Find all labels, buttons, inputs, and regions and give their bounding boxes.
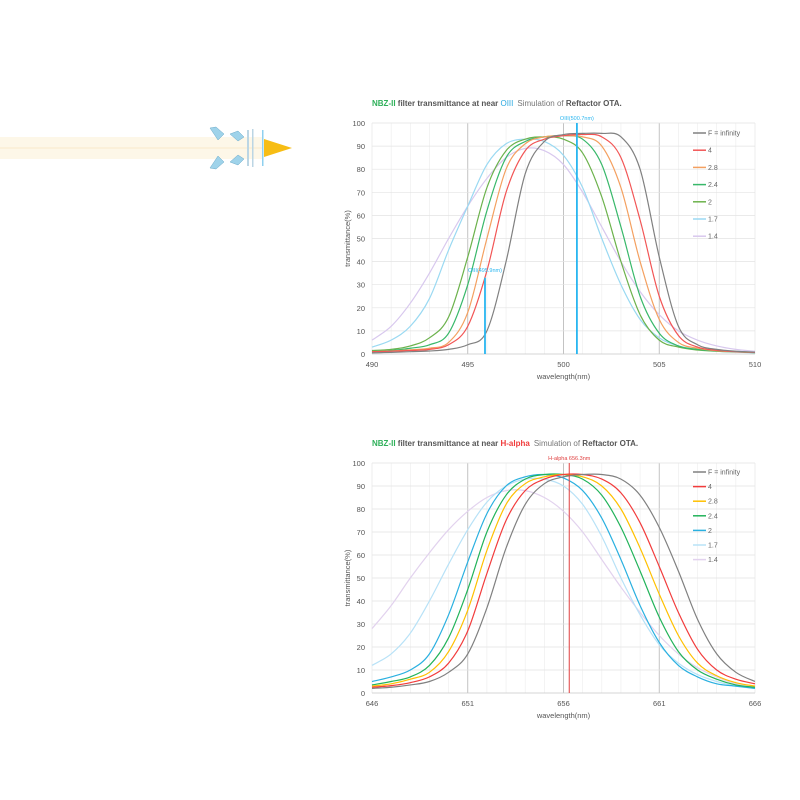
light-cone (264, 139, 292, 157)
x-tick-label: 666 (749, 699, 762, 708)
legend-label: 2.8 (708, 165, 718, 172)
y-tick-label: 70 (357, 528, 365, 537)
x-axis-label: wavelength(nm) (536, 372, 591, 381)
lens-element (252, 129, 254, 167)
series-line-F---infinity (371, 473, 756, 689)
y-tick-label: 40 (357, 597, 365, 606)
x-tick-label: 661 (653, 699, 666, 708)
title-line: H-alpha (500, 439, 530, 448)
y-tick-label: 10 (357, 666, 365, 675)
chart-title-oiii: NBZ-II filter transmittance at near OIII… (372, 99, 622, 108)
y-axis-label: transmittance(%) (343, 210, 352, 267)
marker-label: OIII(500.7nm) (560, 116, 594, 122)
title-text: filter transmittance at near (395, 99, 501, 108)
y-tick-label: 40 (357, 258, 365, 267)
x-tick-label: 656 (557, 699, 570, 708)
marker-label: OIII(495.9nm) (468, 268, 502, 274)
x-tick-label: 495 (461, 360, 474, 369)
series-line-2 (371, 473, 756, 689)
lens-element (229, 130, 245, 166)
series-line-1.7 (371, 477, 756, 689)
y-tick-label: 20 (357, 643, 365, 652)
title-ota: Reftactor OTA. (582, 439, 639, 448)
legend-label: 1.7 (708, 217, 718, 224)
y-tick-label: 80 (357, 505, 365, 514)
telescope-diagram (0, 126, 292, 170)
y-tick-label: 0 (361, 350, 365, 359)
x-tick-label: 646 (366, 699, 379, 708)
y-tick-label: 70 (357, 188, 365, 197)
title-sim: Simulation of (533, 439, 583, 448)
y-tick-label: 80 (357, 165, 365, 174)
legend-label: 2.8 (708, 499, 718, 506)
y-tick-label: 100 (352, 459, 365, 468)
legend-label: 2.4 (708, 182, 718, 189)
title-line: OIII (500, 99, 514, 108)
series-line-1.4 (371, 147, 756, 352)
y-tick-label: 50 (357, 574, 365, 583)
x-tick-label: 651 (461, 699, 474, 708)
series-line-1.4 (371, 489, 756, 688)
filter (262, 130, 264, 166)
y-tick-label: 60 (357, 211, 365, 220)
series-line-2 (371, 136, 756, 354)
title-ota: Reftactor OTA. (565, 99, 622, 108)
legend-label: 4 (708, 484, 712, 491)
x-tick-label: 490 (366, 360, 379, 369)
y-tick-label: 20 (357, 304, 365, 313)
title-sim: Simulation of (517, 99, 566, 108)
title-text: filter transmittance at near (395, 439, 501, 448)
y-tick-label: 90 (357, 482, 365, 491)
y-tick-label: 30 (357, 281, 365, 290)
x-axis-label: wavelength(nm) (536, 711, 591, 720)
y-tick-label: 0 (361, 689, 365, 698)
lens-element (247, 130, 249, 166)
marker-label: H-alpha 656.3nm (548, 456, 591, 462)
y-tick-label: 100 (352, 119, 365, 128)
legend-label: 1.7 (708, 543, 718, 550)
legend-label: 2 (708, 199, 712, 206)
chart-title-halpha: NBZ-II filter transmittance at near H-al… (372, 439, 638, 448)
series-line-F---infinity (371, 132, 756, 354)
legend-label: 2 (708, 528, 712, 535)
title-brand: NBZ-II (372, 99, 396, 108)
legend-label: 1.4 (708, 234, 718, 241)
x-tick-label: 510 (749, 360, 762, 369)
y-tick-label: 90 (357, 142, 365, 151)
legend-label: F = infinity (708, 131, 741, 138)
legend-label: 1.4 (708, 557, 718, 564)
y-tick-label: 60 (357, 551, 365, 560)
legend-label: 4 (708, 148, 712, 155)
y-tick-label: 30 (357, 620, 365, 629)
y-tick-label: 10 (357, 327, 365, 336)
x-tick-label: 505 (653, 360, 666, 369)
legend-label: F = infinity (708, 470, 741, 477)
legend-label: 2.4 (708, 513, 718, 520)
y-axis-label: transmittance(%) (343, 549, 352, 606)
series-line-4 (371, 473, 756, 688)
title-brand: NBZ-II (372, 439, 396, 448)
x-tick-label: 500 (557, 360, 570, 369)
lens-element (209, 126, 225, 170)
series-line-4 (371, 133, 756, 353)
y-tick-label: 50 (357, 235, 365, 244)
